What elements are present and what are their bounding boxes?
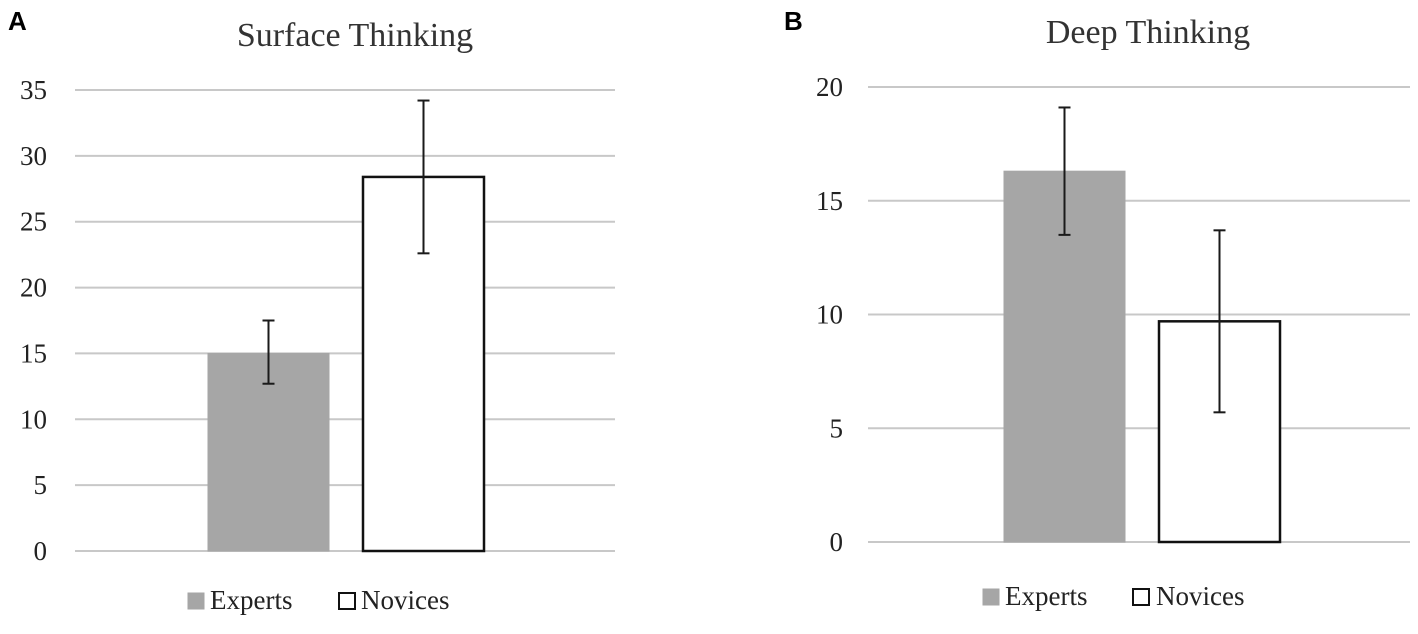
panel-b-y-tick-label: 5 <box>830 413 844 443</box>
panel-a-legend-label-novices: Novices <box>361 585 449 615</box>
panel-a-y-tick-label: 35 <box>20 75 47 105</box>
panel-a-letter: A <box>8 6 27 36</box>
panel-b-y-tick-label: 20 <box>816 72 843 102</box>
panel-b-legend-swatch-novices <box>1132 588 1150 606</box>
panel-a-y-tick-label: 25 <box>20 207 47 237</box>
panel-a-y-tick-label: 0 <box>34 536 48 566</box>
panel-a-chart-title: Surface Thinking <box>237 17 473 54</box>
panel-a-bar-experts <box>207 352 330 552</box>
panel-a-y-tick-label: 30 <box>20 141 47 171</box>
panel-a-legend-swatch-experts <box>187 592 205 610</box>
panel-b-y-tick-label: 15 <box>816 186 843 216</box>
panel-a-y-tick-label: 15 <box>20 338 47 368</box>
panel-b-chart-title: Deep Thinking <box>1046 14 1250 51</box>
panel-a-legend-swatch-novices <box>338 592 356 610</box>
panel-b-legend-swatch-experts <box>982 588 1000 606</box>
panel-a-y-tick-label: 10 <box>20 404 47 434</box>
panel-b-y-tick-label: 0 <box>830 527 844 557</box>
panel-a-y-tick-label: 20 <box>20 273 47 303</box>
panel-a-legend-label-experts: Experts <box>210 585 292 615</box>
panel-b-y-tick-label: 10 <box>816 300 843 330</box>
panel-b-letter: B <box>784 6 803 36</box>
panel-b-legend-label-experts: Experts <box>1005 581 1087 611</box>
panel-a-y-tick-label: 5 <box>34 470 48 500</box>
panel-b-legend-label-novices: Novices <box>1156 581 1244 611</box>
